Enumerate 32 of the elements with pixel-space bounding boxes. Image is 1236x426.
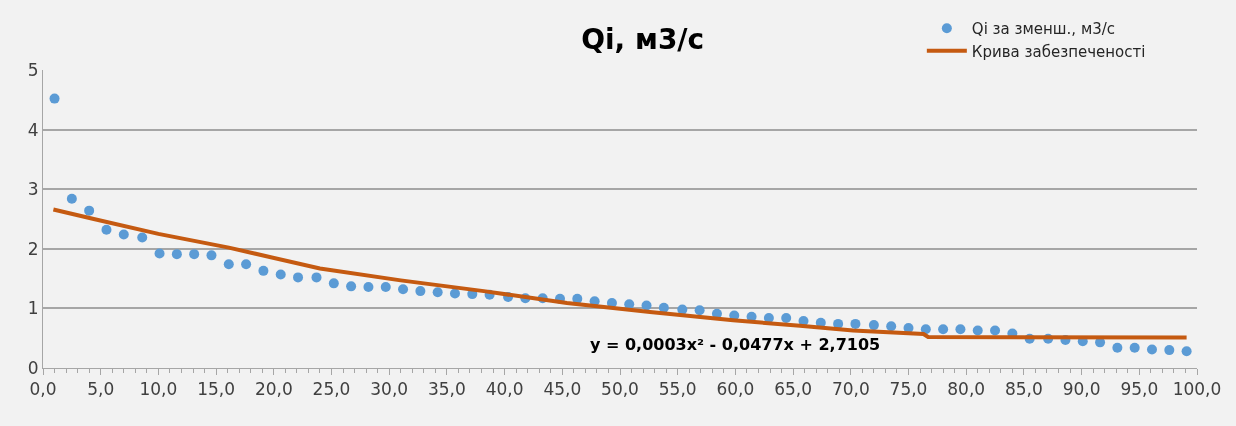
x-tick-label: 100,0 <box>1172 379 1222 400</box>
y-tick-label: 4 <box>27 119 39 140</box>
x-tick-label: 20,0 <box>254 379 293 400</box>
x-tick-label: 45,0 <box>543 379 582 400</box>
x-tick-label: 50,0 <box>601 379 639 400</box>
y-tick-label: 2 <box>27 238 39 259</box>
line-series <box>51 207 1189 340</box>
y-tick-label: 3 <box>27 179 39 200</box>
x-tick-label: 0,0 <box>29 379 57 400</box>
x-tick-label: 75,0 <box>889 379 928 400</box>
legend-label: Крива забезпеченості <box>971 42 1146 61</box>
x-tick-label: 70,0 <box>831 379 870 400</box>
legend-label: Qi за зменш., м3/с <box>971 20 1116 39</box>
x-tick-label: 95,0 <box>1120 379 1159 400</box>
x-tick-label: 35,0 <box>427 379 466 400</box>
x-tick-label: 80,0 <box>947 379 986 400</box>
chart-title: Qi, м3/с <box>581 23 705 57</box>
x-tick-label: 10,0 <box>139 379 178 400</box>
x-tick-label: 85,0 <box>1004 379 1043 400</box>
x-tick-label: 90,0 <box>1062 379 1101 400</box>
x-tick-label: 55,0 <box>658 379 697 400</box>
x-tick-label: 5,0 <box>87 379 115 400</box>
x-tick-label: 25,0 <box>312 379 351 400</box>
y-tick-label: 0 <box>27 357 39 378</box>
x-tick-label: 30,0 <box>370 379 409 400</box>
annotation: y = 0,0003x² - 0,0477x + 2,7105 <box>590 335 881 354</box>
x-tick-label: 65,0 <box>774 379 813 400</box>
x-tick-label: 40,0 <box>485 379 524 400</box>
x-tick-label: 60,0 <box>716 379 755 400</box>
y-tick-label: 1 <box>27 298 39 319</box>
x-tick-label: 15,0 <box>197 379 236 400</box>
y-tick-label: 5 <box>27 59 39 80</box>
